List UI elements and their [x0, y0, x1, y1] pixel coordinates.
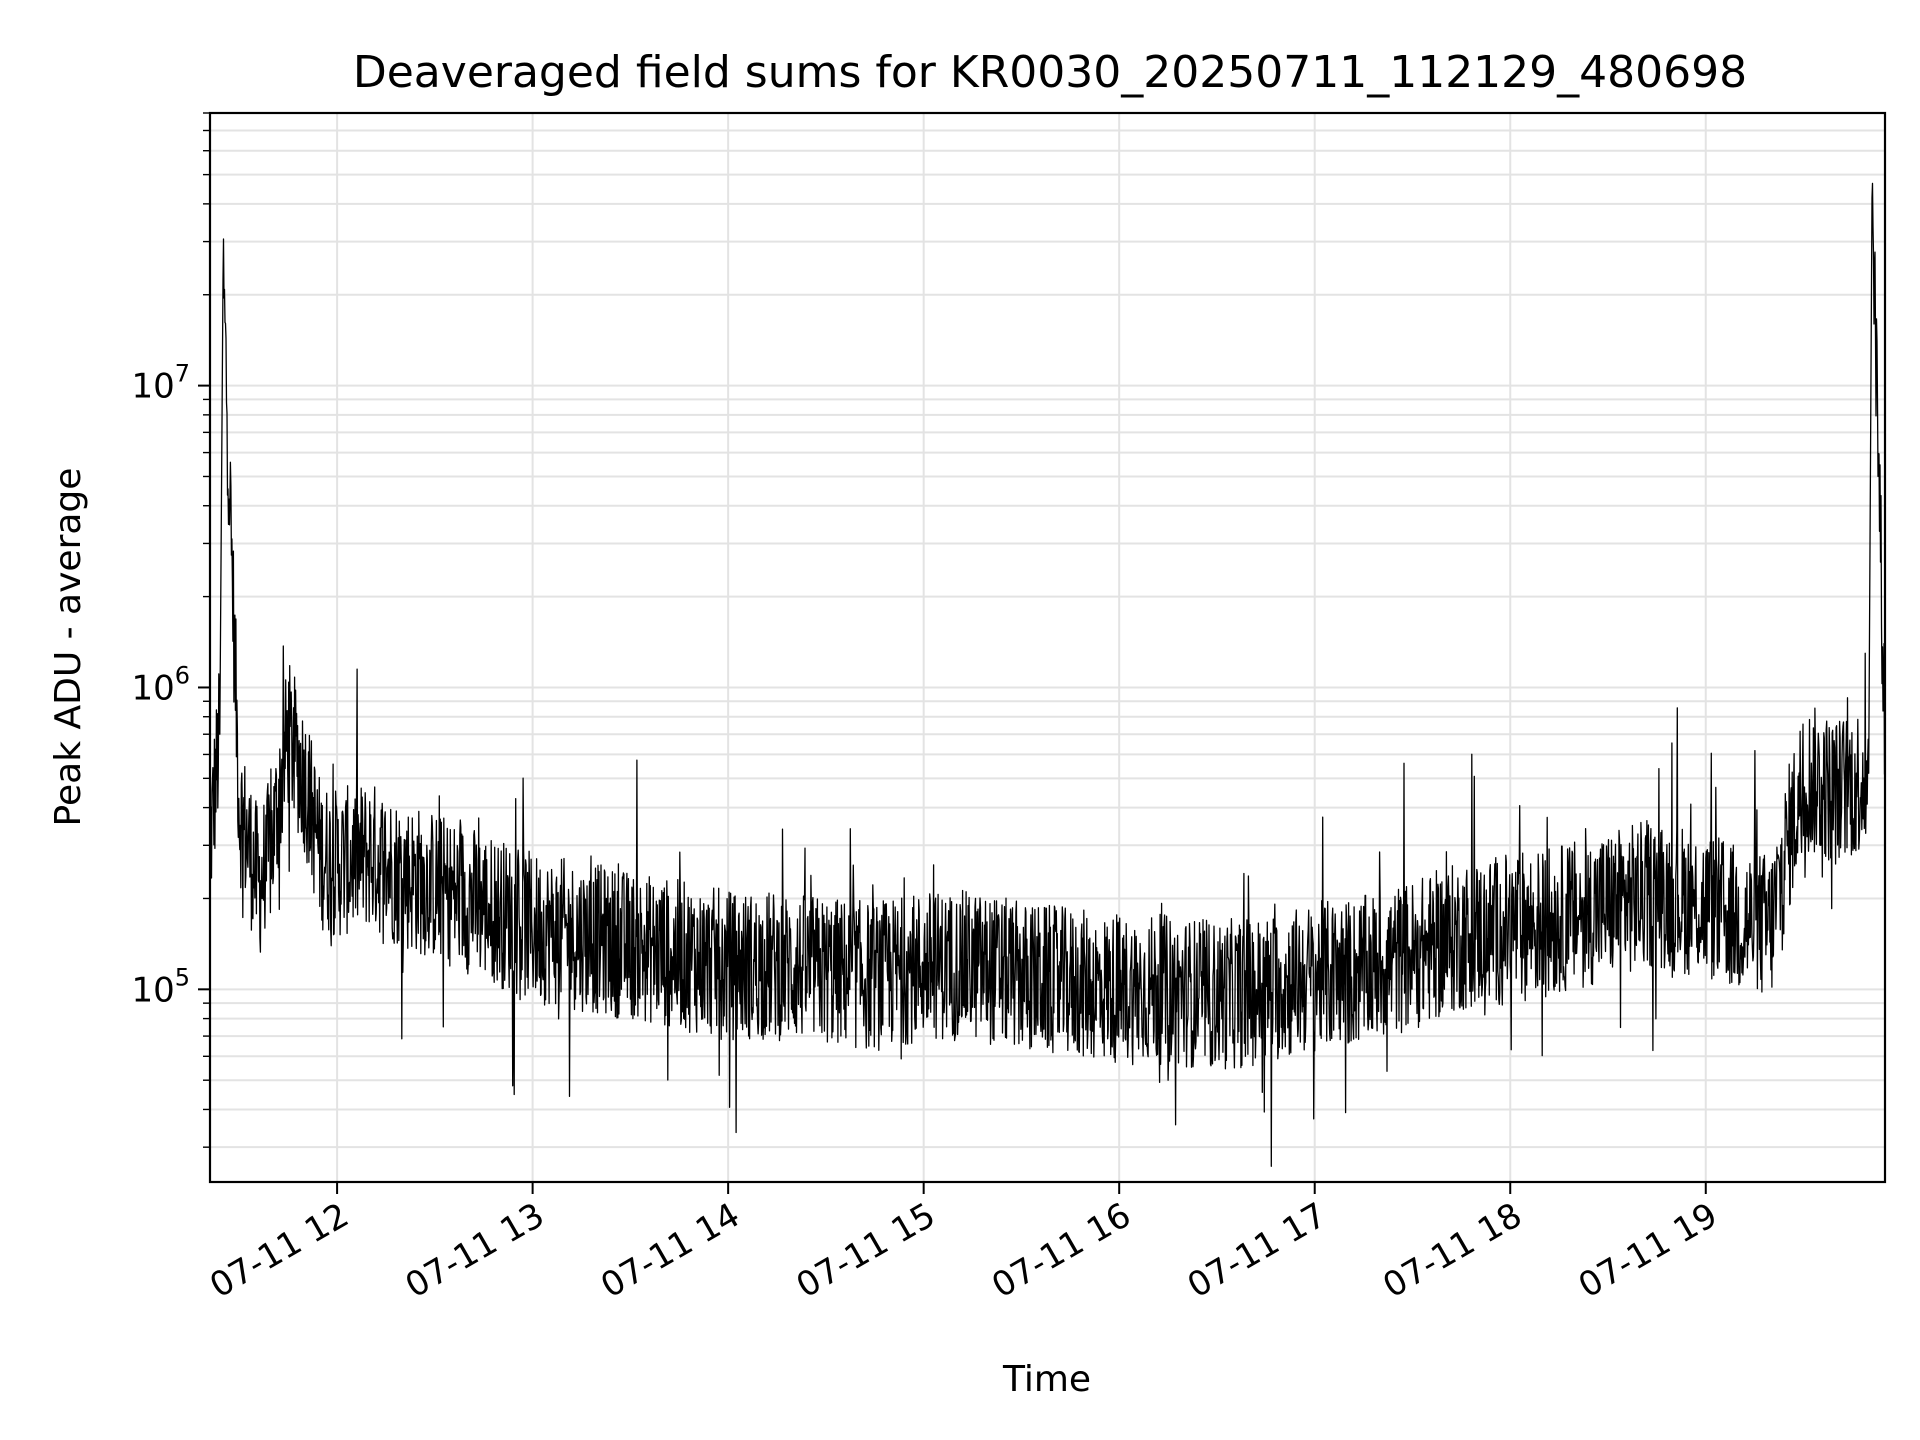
series	[209, 182, 1886, 1167]
x-axis-label: Time	[1002, 1359, 1091, 1400]
x-tick-label: 07-11 12	[203, 1195, 355, 1306]
y-axis-label: Peak ADU - average	[48, 468, 89, 827]
x-tick-label: 07-11 14	[594, 1195, 746, 1306]
y-tick-label: 107	[131, 360, 190, 407]
chart-title: Deaveraged field sums for KR0030_2025071…	[353, 47, 1747, 98]
plot-frame	[208, 111, 1887, 1184]
x-tick-label: 07-11 17	[1181, 1195, 1333, 1306]
series-line	[209, 182, 1886, 1167]
x-tick-label: 07-11 18	[1376, 1195, 1528, 1306]
x-tick-label: 07-11 19	[1572, 1195, 1724, 1306]
y-tick-label: 105	[131, 963, 190, 1010]
axes-ticks: 07-11 12 07-11 13 07-11 14 07-11 15 07-11 16…	[131, 112, 1724, 1306]
x-tick-label: 07-11 13	[399, 1195, 551, 1306]
y-tick-label: 106	[131, 661, 190, 708]
x-tick-label: 07-11 16	[985, 1195, 1137, 1306]
x-tick-label: 07-11 15	[790, 1195, 942, 1306]
